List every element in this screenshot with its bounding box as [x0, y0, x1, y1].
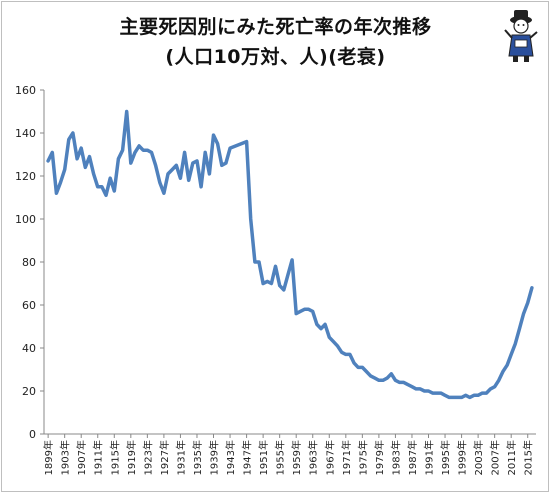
chart-title: 主要死因別にみた死亡率の年次推移	[119, 16, 432, 38]
x-tick-label: 2007年	[489, 440, 502, 475]
y-tick-label: 120	[15, 170, 36, 183]
x-tick-label: 1995年	[439, 440, 452, 475]
x-tick-label: 2015年	[522, 440, 535, 475]
x-tick-label: 1947年	[241, 440, 254, 475]
x-tick-label: 1987年	[406, 440, 419, 475]
y-tick-label: 140	[15, 127, 36, 140]
chart-subtitle: (人口10万対、人)(老衰)	[165, 46, 386, 68]
y-tick-label: 40	[22, 342, 36, 355]
x-tick-label: 1979年	[373, 440, 386, 475]
x-tick-label: 1971年	[340, 440, 353, 475]
x-tick-label: 1931年	[174, 440, 187, 475]
y-tick-label: 60	[22, 299, 36, 312]
x-tick-label: 1927年	[158, 440, 171, 475]
x-tick-label: 1955年	[274, 440, 287, 475]
x-tick-label: 1999年	[456, 440, 469, 475]
x-tick-label: 1911年	[92, 440, 105, 475]
x-tick-label: 1919年	[125, 440, 138, 475]
y-tick-label: 160	[15, 84, 36, 97]
x-tick-label: 2003年	[472, 440, 485, 475]
x-tick-label: 1907年	[75, 440, 88, 475]
x-tick-label: 1935年	[191, 440, 204, 475]
x-tick-label: 1963年	[307, 440, 320, 475]
x-tick-label: 1983年	[389, 440, 402, 475]
y-tick-label: 0	[29, 428, 36, 441]
x-tick-label: 1915年	[108, 440, 121, 475]
hat-mascot-icon	[504, 10, 538, 62]
x-tick-label: 1923年	[141, 440, 154, 475]
x-tick-label: 1899年	[42, 440, 55, 475]
x-tick-label: 1951年	[257, 440, 270, 475]
x-tick-label: 1975年	[356, 440, 369, 475]
x-tick-label: 1943年	[224, 440, 237, 475]
x-tick-label: 1959年	[290, 440, 303, 475]
y-tick-label: 100	[15, 213, 36, 226]
x-tick-label: 1939年	[208, 440, 221, 475]
x-tick-label: 1903年	[59, 440, 72, 475]
x-tick-label: 1967年	[323, 440, 336, 475]
y-tick-label: 80	[22, 256, 36, 269]
y-tick-label: 20	[22, 385, 36, 398]
x-tick-label: 2011年	[505, 440, 518, 475]
series-line	[46, 109, 534, 400]
x-tick-label: 1991年	[423, 440, 436, 475]
